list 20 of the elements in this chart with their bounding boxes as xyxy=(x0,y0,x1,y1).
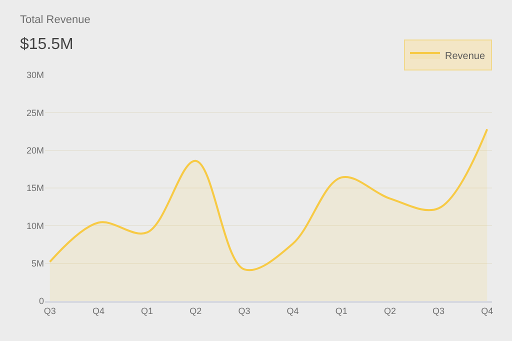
y-tick-label: 20M xyxy=(26,145,44,156)
legend-label: Revenue xyxy=(445,50,486,62)
y-tick-label: 10M xyxy=(26,220,44,231)
x-tick-label: Q4 xyxy=(481,306,494,316)
chart-title: Total Revenue xyxy=(20,14,90,26)
y-tick-label: 5M xyxy=(31,258,44,268)
y-tick-label: 0 xyxy=(38,296,44,306)
x-tick-label: Q1 xyxy=(141,306,154,316)
x-tick-label: Q2 xyxy=(384,306,396,316)
x-tick-label: Q3 xyxy=(432,306,445,316)
chart-subtitle: $15.5M xyxy=(20,36,74,53)
y-tick-label: 25M xyxy=(26,108,44,118)
x-tick-label: Q3 xyxy=(44,306,56,316)
x-tick-label: Q2 xyxy=(190,306,202,316)
x-tick-label: Q1 xyxy=(335,306,348,316)
x-tick-label: Q4 xyxy=(286,306,299,316)
x-tick-label: Q3 xyxy=(238,306,250,316)
y-tick-label: 30M xyxy=(26,70,44,80)
x-tick-label: Q4 xyxy=(92,306,104,316)
y-tick-label: 15M xyxy=(26,183,44,194)
